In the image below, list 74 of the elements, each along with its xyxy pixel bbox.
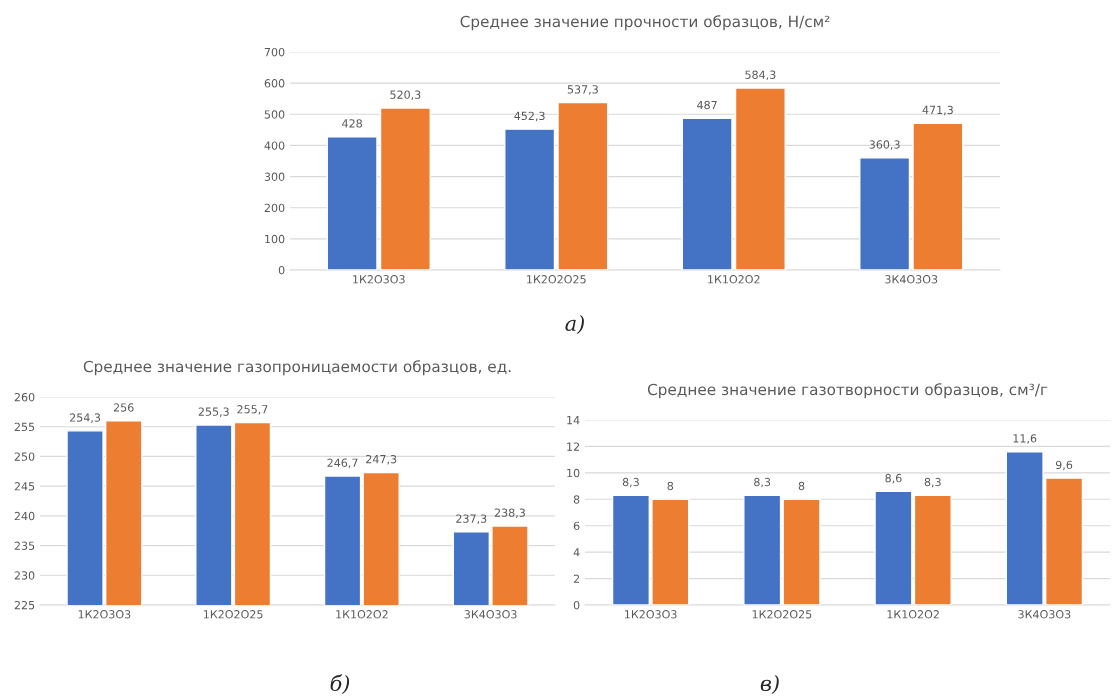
x-tick-label: 1К2О3О3 [625, 610, 677, 619]
x-tick-label: 1К1О2О2 [336, 610, 388, 619]
chart-title: Среднее значение прочности образцов, Н/см² [460, 15, 830, 31]
y-tick-label: 600 [264, 79, 285, 88]
data-label: 487 [697, 100, 717, 110]
data-label: 246,7 [327, 458, 358, 469]
y-tick-label: 240 [14, 511, 35, 521]
x-tick-label: 1К2О2О25 [752, 610, 812, 619]
y-tick-label: 2 [573, 574, 580, 583]
x-tick-label: 1К1О2О2 [887, 610, 939, 619]
y-tick-label: 4 [573, 548, 580, 557]
x-tick-label: 1К2О2О25 [527, 275, 586, 284]
x-tick-label: 1К2О2О25 [203, 610, 263, 619]
x-tick-label: 1К2О3О3 [78, 610, 131, 619]
data-label: 237,3 [456, 514, 487, 524]
chart-title: Среднее значение газотворности образцов, см³/г [647, 383, 1048, 399]
bar [859, 157, 911, 270]
data-label: 247,3 [366, 454, 397, 465]
y-tick-label: 500 [264, 110, 285, 119]
data-label: 255,7 [237, 405, 268, 415]
bar [326, 136, 378, 270]
x-tick-label: 3К4О3О3 [1018, 610, 1071, 619]
y-tick-label: 700 [264, 47, 285, 57]
data-label: 8,3 [622, 477, 639, 488]
data-label: 238,3 [494, 508, 525, 518]
data-label: 8 [667, 481, 674, 491]
data-label: 520,3 [390, 90, 421, 100]
y-tick-label: 235 [14, 541, 35, 550]
data-label: 452,3 [514, 111, 545, 122]
text: в) [760, 674, 779, 694]
y-tick-label: 255 [14, 422, 35, 432]
x-tick-label: 3К4О3О3 [885, 275, 938, 284]
data-label: 584,3 [745, 70, 776, 81]
y-tick-label: 300 [264, 172, 285, 181]
y-tick-label: 225 [14, 600, 35, 610]
x-tick-label: 1К2О3О3 [353, 275, 405, 284]
bar [504, 128, 556, 270]
bar [681, 117, 733, 270]
data-label: 8 [798, 481, 805, 491]
bar [379, 107, 431, 270]
y-tick-label: 6 [573, 521, 580, 531]
y-tick-label: 400 [264, 141, 285, 150]
bar [557, 101, 609, 270]
data-label: 254,3 [69, 413, 101, 423]
data-label: 537,3 [567, 85, 598, 95]
y-tick-label: 14 [567, 416, 580, 425]
y-tick-label: 230 [14, 571, 35, 580]
x-tick-label: 1К1О2О2 [708, 275, 760, 284]
data-label: 9,6 [1055, 460, 1073, 471]
bar [912, 122, 964, 270]
y-tick-label: 200 [264, 203, 285, 213]
y-tick-label: 260 [14, 392, 35, 402]
x-tick-label: 3К4О3О3 [464, 610, 517, 619]
y-tick-label: 0 [573, 600, 580, 610]
y-tick-label: 250 [14, 452, 35, 461]
data-label: 8,6 [885, 473, 902, 484]
y-tick-label: 100 [265, 234, 285, 244]
bar [734, 87, 786, 270]
data-label: 8,3 [754, 477, 771, 488]
y-tick-label: 8 [573, 495, 580, 504]
data-label: 471,3 [922, 105, 953, 116]
data-label: 360,3 [869, 140, 900, 150]
y-tick-label: 10 [567, 468, 580, 478]
data-label: 255,3 [198, 407, 229, 417]
y-tick-label: 0 [278, 265, 285, 275]
text: б) [330, 674, 350, 694]
y-tick-label: 12 [567, 442, 580, 451]
data-label: 11,6 [1013, 434, 1037, 444]
data-label: 428 [342, 119, 362, 128]
y-tick-label: 245 [14, 482, 35, 491]
text: а) [565, 314, 584, 334]
data-label: 8,3 [924, 477, 941, 488]
chart-title: Среднее значение газопроницаемости образцов, ед. [83, 360, 511, 376]
data-label: 256 [113, 403, 134, 412]
